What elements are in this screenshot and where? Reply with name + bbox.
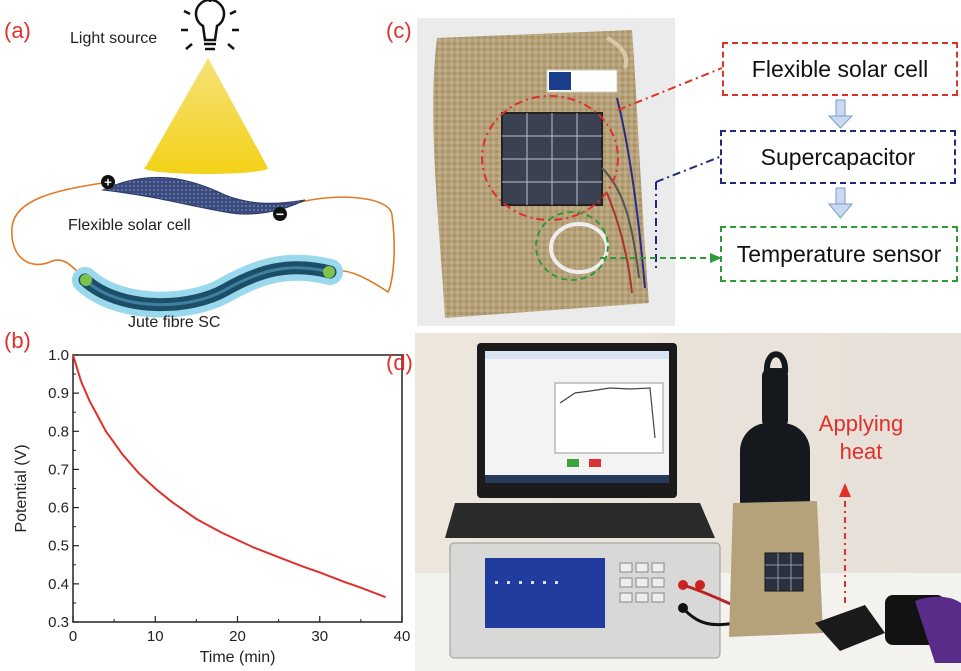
- negative-terminal: [273, 207, 287, 221]
- test-setup-photo: [415, 333, 961, 671]
- down-arrow-icon: [827, 187, 854, 219]
- panel-label-d: (d): [386, 350, 413, 375]
- panel-a-schematic: + −: [11, 0, 395, 318]
- solar-cell-sheet: [101, 176, 306, 215]
- y-tick-label: 0.6: [48, 500, 69, 517]
- positive-terminal: [101, 175, 115, 189]
- y-tick-label: 0.3: [48, 614, 69, 631]
- light-bulb-icon: [181, 0, 239, 51]
- flow-box-temperature-sensor: Temperature sensor: [720, 226, 958, 282]
- plus-sign: +: [104, 175, 112, 190]
- discharge-chart: 0 10 20 30 40 0.3 0.4 0.5 0.6 0.7 0.8 0.9 1.0 Time (m…: [13, 347, 410, 666]
- y-tick-label: 0.5: [48, 538, 69, 555]
- supercap-label: Jute fibre SC: [128, 314, 221, 331]
- flow-box-supercapacitor: Supercapacitor: [720, 130, 956, 184]
- y-tick-label: 0.9: [48, 385, 69, 402]
- panel-label-b: (b): [4, 328, 31, 353]
- x-tick-label: 20: [229, 628, 246, 645]
- panel-label-a: (a): [4, 18, 31, 43]
- y-axis-label: Potential (V): [13, 444, 30, 532]
- applying-heat-label: Applying heat: [818, 411, 904, 464]
- jute-bag-photo: [417, 18, 675, 326]
- x-tick-label: 40: [394, 628, 410, 645]
- discharge-curve: [72, 354, 386, 599]
- y-tick-label: 0.7: [48, 461, 69, 478]
- minus-sign: −: [276, 206, 284, 222]
- plot-frame: [72, 354, 403, 623]
- light-beam: [145, 58, 268, 168]
- x-tick-label: 0: [69, 628, 77, 645]
- x-tick-label: 10: [147, 628, 164, 645]
- solar-cell-label: Flexible solar cell: [68, 217, 191, 234]
- y-tick-label: 1.0: [48, 347, 69, 364]
- y-tick-label: 0.8: [48, 423, 69, 440]
- x-axis-label: Time (min): [200, 649, 276, 666]
- down-arrow-icon: [827, 99, 854, 129]
- flow-box-solar-cell: Flexible solar cell: [722, 42, 958, 96]
- panel-label-c: (c): [386, 18, 412, 43]
- light-source-label: Light source: [70, 30, 158, 47]
- x-tick-label: 30: [311, 628, 328, 645]
- panel-c-connectors: [600, 67, 723, 270]
- flow-arrows: [827, 99, 854, 219]
- y-tick-label: 0.4: [48, 576, 69, 593]
